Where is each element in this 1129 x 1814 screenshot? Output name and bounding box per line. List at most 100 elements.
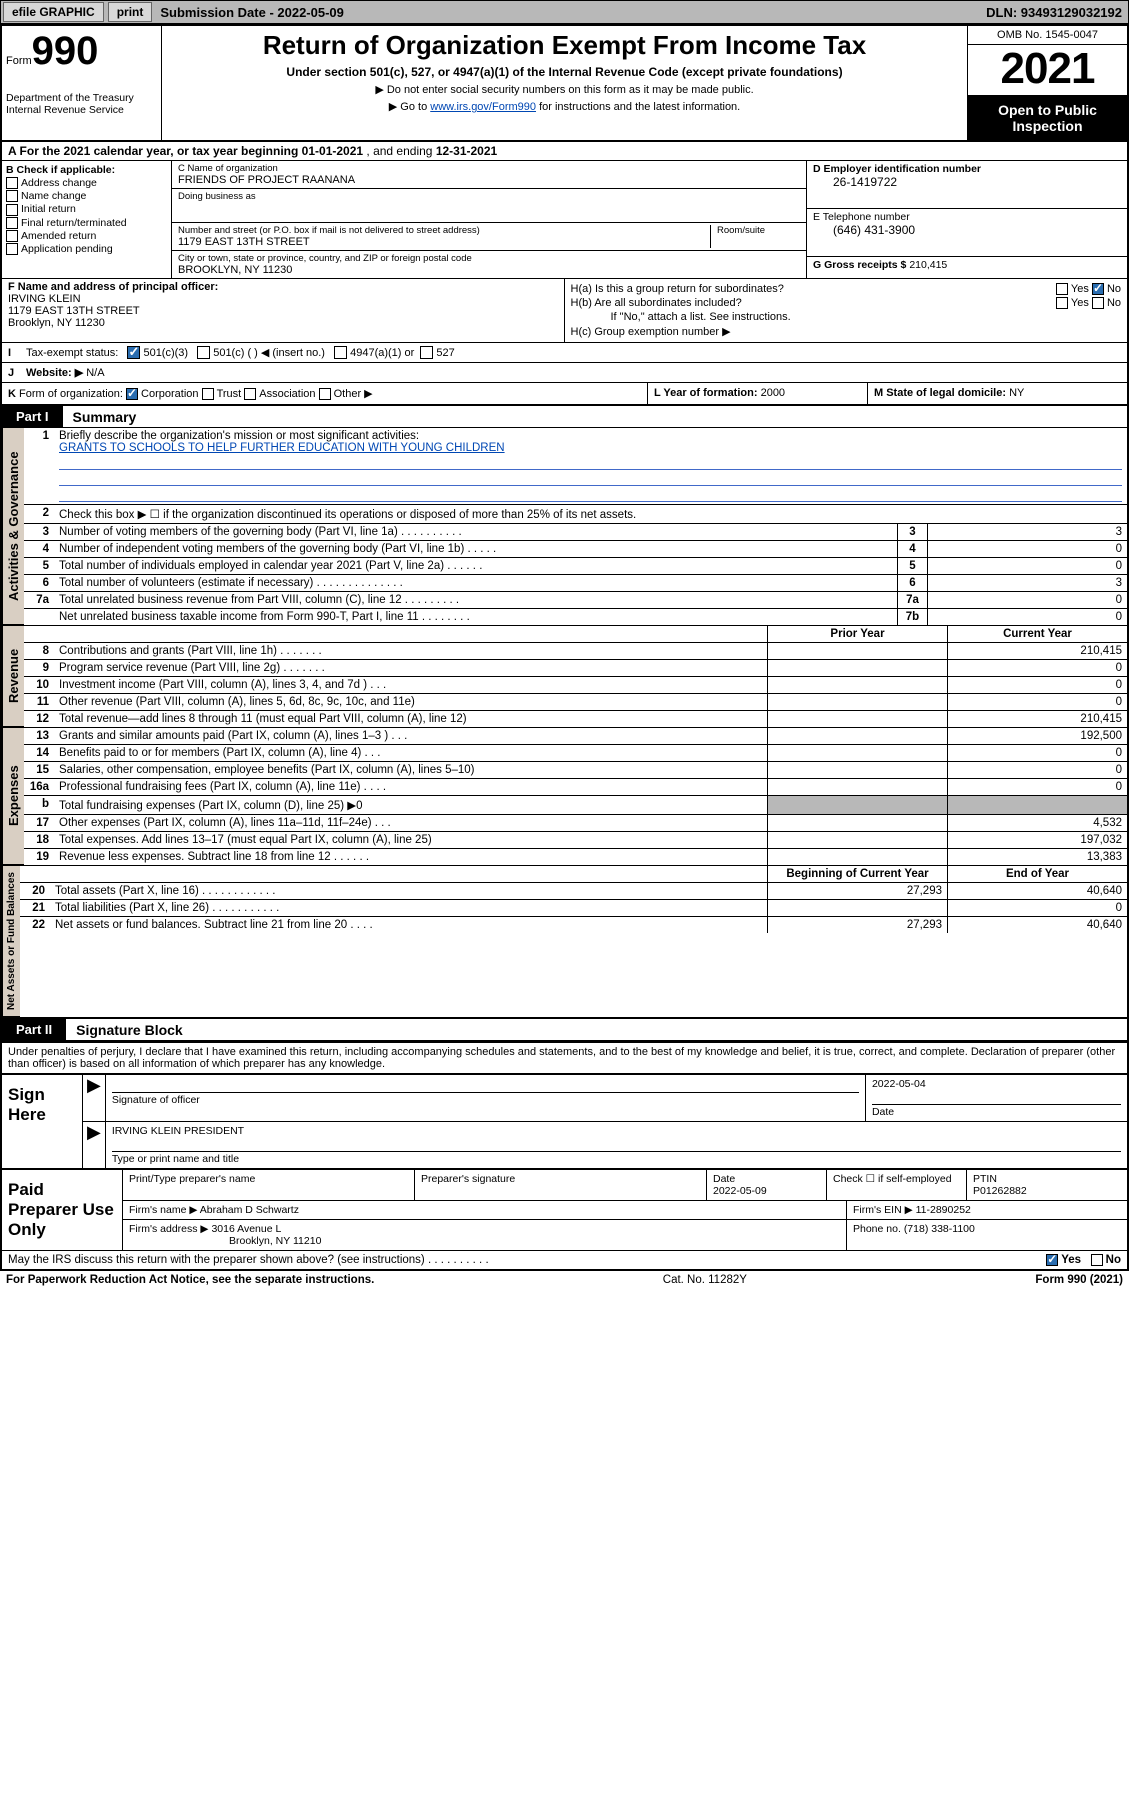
line-num: 8 <box>24 643 54 659</box>
chk-501c[interactable] <box>197 346 210 359</box>
j-lead: J <box>8 367 26 379</box>
line-num: 11 <box>24 694 54 710</box>
prior-year-val <box>767 660 947 676</box>
chk-initial[interactable]: Initial return <box>6 203 167 215</box>
line-num: 17 <box>24 815 54 831</box>
no-lbl: No <box>1107 297 1121 309</box>
table-row: 16aProfessional fundraising fees (Part I… <box>24 779 1127 796</box>
table-row: 15Salaries, other compensation, employee… <box>24 762 1127 779</box>
row-i: I Tax-exempt status: 501(c)(3) 501(c) ( … <box>2 343 1127 362</box>
phone-label: E Telephone number <box>813 211 1121 223</box>
chk-address[interactable]: Address change <box>6 177 167 189</box>
l1-label: Briefly describe the organization's miss… <box>59 430 419 442</box>
line-6: 6Total number of volunteers (estimate if… <box>24 575 1127 592</box>
line-num: 19 <box>24 849 54 865</box>
discuss-yes[interactable] <box>1046 1254 1058 1266</box>
chk-lbl: Address change <box>21 177 97 189</box>
net-header: Beginning of Current Year End of Year <box>20 866 1127 883</box>
firm-name-lbl: Firm's name ▶ <box>129 1204 197 1216</box>
part-1-header: Part I Summary <box>2 406 1127 428</box>
line-text: Other revenue (Part VIII, column (A), li… <box>54 694 767 710</box>
chk-final[interactable]: Final return/terminated <box>6 217 167 229</box>
header-left: Form990 Department of the Treasury Inter… <box>2 26 162 140</box>
mission-text[interactable]: GRANTS TO SCHOOLS TO HELP FURTHER EDUCAT… <box>59 442 505 454</box>
header-mid: Return of Organization Exempt From Incom… <box>162 26 967 140</box>
opt-527: 527 <box>436 347 454 359</box>
officer-city: Brooklyn, NY 11230 <box>8 317 105 329</box>
officer-street: 1179 EAST 13TH STREET <box>8 305 140 317</box>
part-2-header: Part II Signature Block <box>2 1019 1127 1041</box>
bottom-footer: For Paperwork Reduction Act Notice, see … <box>0 1271 1129 1289</box>
sig-date-label: Date <box>872 1104 1121 1118</box>
ul <box>59 488 1122 502</box>
print-button[interactable]: print <box>108 2 153 22</box>
row-k: K Form of organization: Corporation Trus… <box>2 383 647 404</box>
line-text: Total liabilities (Part X, line 26) . . … <box>50 900 767 916</box>
table-row: 22Net assets or fund balances. Subtract … <box>20 917 1127 933</box>
l-label: L Year of formation: <box>654 387 758 399</box>
omb-number: OMB No. 1545-0047 <box>968 26 1127 45</box>
firm-phone: (718) 338-1100 <box>904 1223 975 1235</box>
chk-amended[interactable]: Amended return <box>6 230 167 242</box>
chk-527[interactable] <box>420 346 433 359</box>
opt-trust: Trust <box>217 388 242 400</box>
section-k-l-m: K Form of organization: Corporation Trus… <box>2 383 1127 406</box>
vtab-revenue: Revenue <box>2 626 24 727</box>
chk-corp[interactable] <box>126 388 138 400</box>
tax-year: 2021 <box>968 45 1127 96</box>
no-lbl: No <box>1107 283 1121 295</box>
chk-501c3[interactable] <box>127 346 140 359</box>
ptin-val: P01262882 <box>973 1185 1027 1197</box>
chk-pending[interactable]: Application pending <box>6 243 167 255</box>
prior-year-val: 27,293 <box>767 883 947 899</box>
line-2: 2Check this box ▶ ☐ if the organization … <box>24 505 1127 524</box>
prep-row-1: Print/Type preparer's name Preparer's si… <box>123 1170 1127 1201</box>
current-year-val: 40,640 <box>947 883 1127 899</box>
declaration: Under penalties of perjury, I declare th… <box>2 1041 1127 1073</box>
firm-name: Abraham D Schwartz <box>200 1204 299 1216</box>
prior-year-val <box>767 694 947 710</box>
chk-4947[interactable] <box>334 346 347 359</box>
j-label: Website: ▶ <box>26 366 83 379</box>
hb-yes[interactable] <box>1056 297 1068 309</box>
line-text: Salaries, other compensation, employee b… <box>54 762 767 778</box>
firm-ein: 11-2890252 <box>916 1204 971 1216</box>
arrow-icon: ▶ <box>83 1122 106 1168</box>
chk-lbl: Application pending <box>21 243 113 255</box>
chk-trust[interactable] <box>202 388 214 400</box>
discuss-no[interactable] <box>1091 1254 1103 1266</box>
firm-addr-lbl: Firm's address ▶ <box>129 1223 209 1235</box>
prep-sig-hdr: Preparer's signature <box>421 1173 700 1185</box>
ha-no[interactable] <box>1092 283 1104 295</box>
irs-link[interactable]: www.irs.gov/Form990 <box>430 101 536 113</box>
period-end: 12-31-2021 <box>436 144 497 158</box>
row-m: M State of legal domicile: NY <box>867 383 1127 404</box>
ul <box>59 456 1122 470</box>
ha-yes[interactable] <box>1056 283 1068 295</box>
discuss-question: May the IRS discuss this return with the… <box>8 1254 489 1266</box>
chk-lbl: Name change <box>21 190 86 202</box>
chk-other[interactable] <box>319 388 331 400</box>
opt-assoc: Association <box>259 388 315 400</box>
l7a-text: Total unrelated business revenue from Pa… <box>54 592 897 608</box>
firm-phone-lbl: Phone no. <box>853 1223 901 1235</box>
l3-value: 3 <box>927 524 1127 540</box>
line-text: Investment income (Part VIII, column (A)… <box>54 677 767 693</box>
prior-year-val <box>767 815 947 831</box>
table-row: 10Investment income (Part VIII, column (… <box>24 677 1127 694</box>
chk-namechange[interactable]: Name change <box>6 190 167 202</box>
table-row: bTotal fundraising expenses (Part IX, co… <box>24 796 1127 815</box>
l6-value: 3 <box>927 575 1127 591</box>
current-year-val: 0 <box>947 762 1127 778</box>
current-year-val: 0 <box>947 779 1127 795</box>
box-b-title: B Check if applicable: <box>6 164 115 176</box>
l6-text: Total number of volunteers (estimate if … <box>54 575 897 591</box>
chk-assoc[interactable] <box>244 388 256 400</box>
note-ssn: ▶ Do not enter social security numbers o… <box>168 83 961 96</box>
table-row: 9Program service revenue (Part VIII, lin… <box>24 660 1127 677</box>
efile-button[interactable]: efile GRAPHIC <box>3 2 104 22</box>
l5-text: Total number of individuals employed in … <box>54 558 897 574</box>
line-text: Benefits paid to or for members (Part IX… <box>54 745 767 761</box>
note-pre: ▶ Go to <box>389 101 430 113</box>
hb-no[interactable] <box>1092 297 1104 309</box>
